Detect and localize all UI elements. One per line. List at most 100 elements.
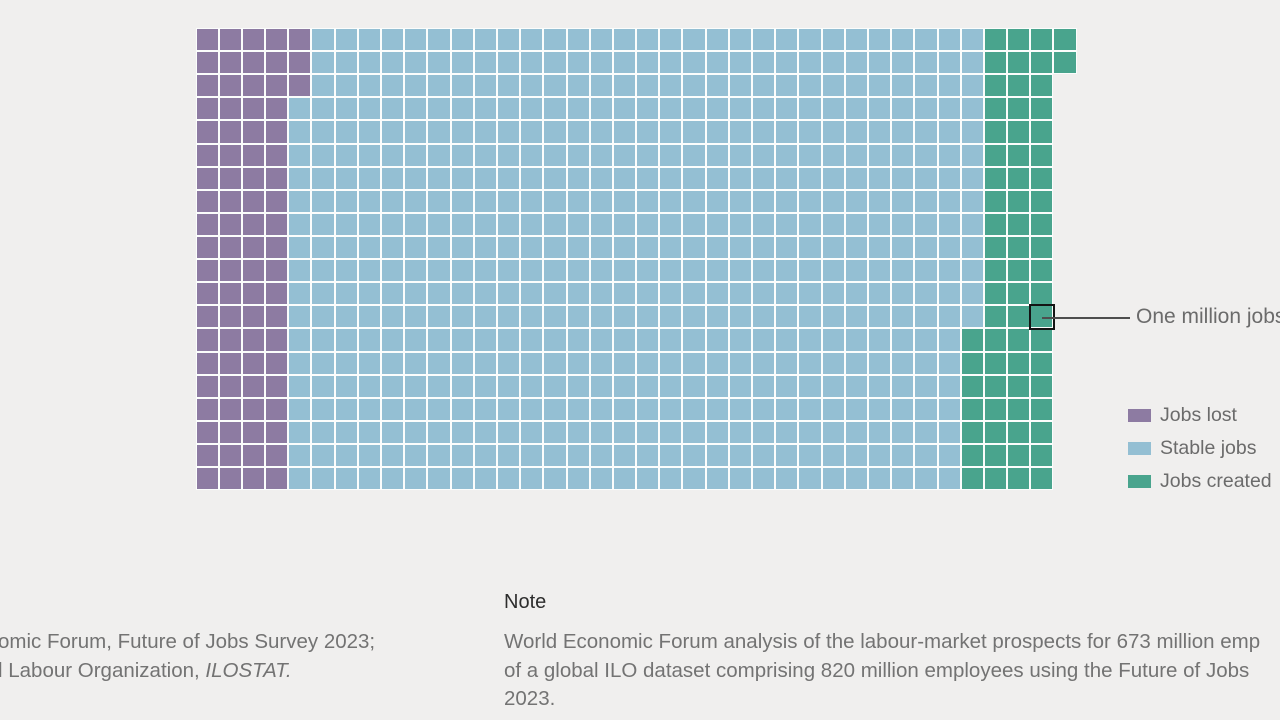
waffle-cell-stable xyxy=(520,420,544,444)
waffle-cell-stable xyxy=(752,51,776,75)
waffle-cell-created xyxy=(983,28,1008,52)
waffle-cell-stable xyxy=(682,120,706,144)
waffle-cell-stable xyxy=(520,397,544,421)
waffle-cell-created xyxy=(983,212,1008,236)
waffle-cell-lost xyxy=(265,282,289,306)
waffle-cell-stable xyxy=(682,374,706,398)
waffle-cell-stable xyxy=(960,305,984,329)
waffle-cell-stable xyxy=(357,189,381,213)
waffle-cell-stable xyxy=(636,120,660,144)
waffle-cell-stable xyxy=(937,120,961,144)
waffle-cell-stable xyxy=(381,166,405,190)
waffle-cell-lost xyxy=(218,189,242,213)
waffle-row xyxy=(195,467,1077,491)
waffle-cell-lost xyxy=(218,305,242,329)
waffle-cell-stable xyxy=(891,467,915,491)
waffle-cell-stable xyxy=(543,74,567,98)
waffle-cell-stable xyxy=(752,328,776,352)
waffle-cell-stable xyxy=(589,166,613,190)
waffle-cell-stable xyxy=(891,305,915,329)
waffle-cell-stable xyxy=(334,351,358,375)
waffle-cell-stable xyxy=(682,282,706,306)
waffle-cell-lost xyxy=(288,51,312,75)
waffle-cell-stable xyxy=(775,120,799,144)
waffle-cell-lost xyxy=(218,467,242,491)
waffle-cell-stable xyxy=(682,397,706,421)
waffle-cell-stable xyxy=(589,374,613,398)
waffle-cell-stable xyxy=(612,235,637,260)
waffle-cell-stable xyxy=(520,328,544,352)
waffle-cell-lost xyxy=(218,397,242,421)
waffle-cell-stable xyxy=(311,374,335,398)
waffle-cell-stable xyxy=(381,467,405,491)
waffle-cell-stable xyxy=(636,420,660,444)
waffle-cell-lost xyxy=(195,166,219,190)
waffle-cell-stable xyxy=(404,166,428,190)
waffle-chart xyxy=(195,28,1077,491)
waffle-cell-stable xyxy=(566,28,590,52)
waffle-cell-stable xyxy=(659,351,683,375)
waffle-cell-stable xyxy=(798,259,822,283)
waffle-cell-created xyxy=(1053,51,1077,75)
waffle-cell-stable xyxy=(728,51,752,75)
waffle-cell-stable xyxy=(821,97,845,121)
waffle-cell-stable xyxy=(589,420,613,444)
waffle-cell-lost xyxy=(195,212,219,236)
waffle-cell-stable xyxy=(775,397,799,421)
waffle-cell-stable xyxy=(752,120,776,144)
waffle-cell-stable xyxy=(636,51,660,75)
waffle-cell-stable xyxy=(427,28,451,52)
waffle-cell-stable xyxy=(450,374,474,398)
waffle-cell-created xyxy=(1030,97,1054,121)
waffle-cell-stable xyxy=(728,351,752,375)
waffle-cell-created xyxy=(983,305,1008,329)
waffle-cell-stable xyxy=(288,120,312,144)
waffle-cell-stable xyxy=(798,212,822,236)
waffle-cell-stable xyxy=(705,374,729,398)
waffle-cell-stable xyxy=(334,420,358,444)
waffle-cell-created xyxy=(1030,28,1054,52)
waffle-cell-stable xyxy=(334,259,358,283)
waffle-cell-stable xyxy=(844,467,868,491)
waffle-cell-stable xyxy=(636,374,660,398)
waffle-cell-stable xyxy=(705,97,729,121)
waffle-cell-lost xyxy=(241,74,266,98)
waffle-cell-stable xyxy=(496,28,521,52)
waffle-cell-lost xyxy=(218,51,242,75)
waffle-cell-created xyxy=(1007,282,1031,306)
waffle-cell-stable xyxy=(844,443,868,468)
waffle-cell-stable xyxy=(404,212,428,236)
waffle-cell-lost xyxy=(218,235,242,260)
waffle-cell-stable xyxy=(728,74,752,98)
waffle-cell-stable xyxy=(844,97,868,121)
waffle-cell-stable xyxy=(891,420,915,444)
waffle-cell-stable xyxy=(612,120,637,144)
waffle-cell-stable xyxy=(844,420,868,444)
waffle-cell-stable xyxy=(357,420,381,444)
waffle-cell-stable xyxy=(867,305,892,329)
waffle-cell-stable xyxy=(937,305,961,329)
waffle-cell-stable xyxy=(520,443,544,468)
waffle-cell-created xyxy=(1007,28,1031,52)
waffle-cell-stable xyxy=(496,97,521,121)
waffle-cell-stable xyxy=(357,28,381,52)
waffle-cell-stable xyxy=(867,235,892,260)
waffle-cell-created xyxy=(1007,443,1031,468)
waffle-cell-stable xyxy=(473,305,497,329)
waffle-cell-stable xyxy=(427,351,451,375)
waffle-cell-stable xyxy=(752,259,776,283)
note-line-2: of a global ILO dataset comprising 820 m… xyxy=(504,658,1250,682)
waffle-cell-stable xyxy=(891,51,915,75)
waffle-cell-stable xyxy=(798,443,822,468)
waffle-cell-stable xyxy=(473,28,497,52)
waffle-cell-stable xyxy=(659,212,683,236)
waffle-cell-stable xyxy=(960,143,984,167)
waffle-cell-stable xyxy=(659,189,683,213)
waffle-cell-stable xyxy=(659,259,683,283)
waffle-cell-lost xyxy=(195,51,219,75)
waffle-cell-stable xyxy=(612,189,637,213)
waffle-cell-stable xyxy=(311,212,335,236)
waffle-cell-stable xyxy=(682,28,706,52)
waffle-cell-stable xyxy=(496,74,521,98)
waffle-cell-stable xyxy=(775,212,799,236)
